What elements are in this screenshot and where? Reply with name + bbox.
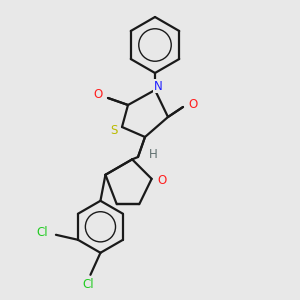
Text: Cl: Cl [82,278,94,291]
Text: N: N [154,80,162,92]
Text: O: O [188,98,198,110]
Text: S: S [110,124,118,136]
Text: H: H [148,148,158,161]
Text: O: O [157,174,166,187]
Text: O: O [93,88,103,101]
Text: Cl: Cl [36,226,48,239]
